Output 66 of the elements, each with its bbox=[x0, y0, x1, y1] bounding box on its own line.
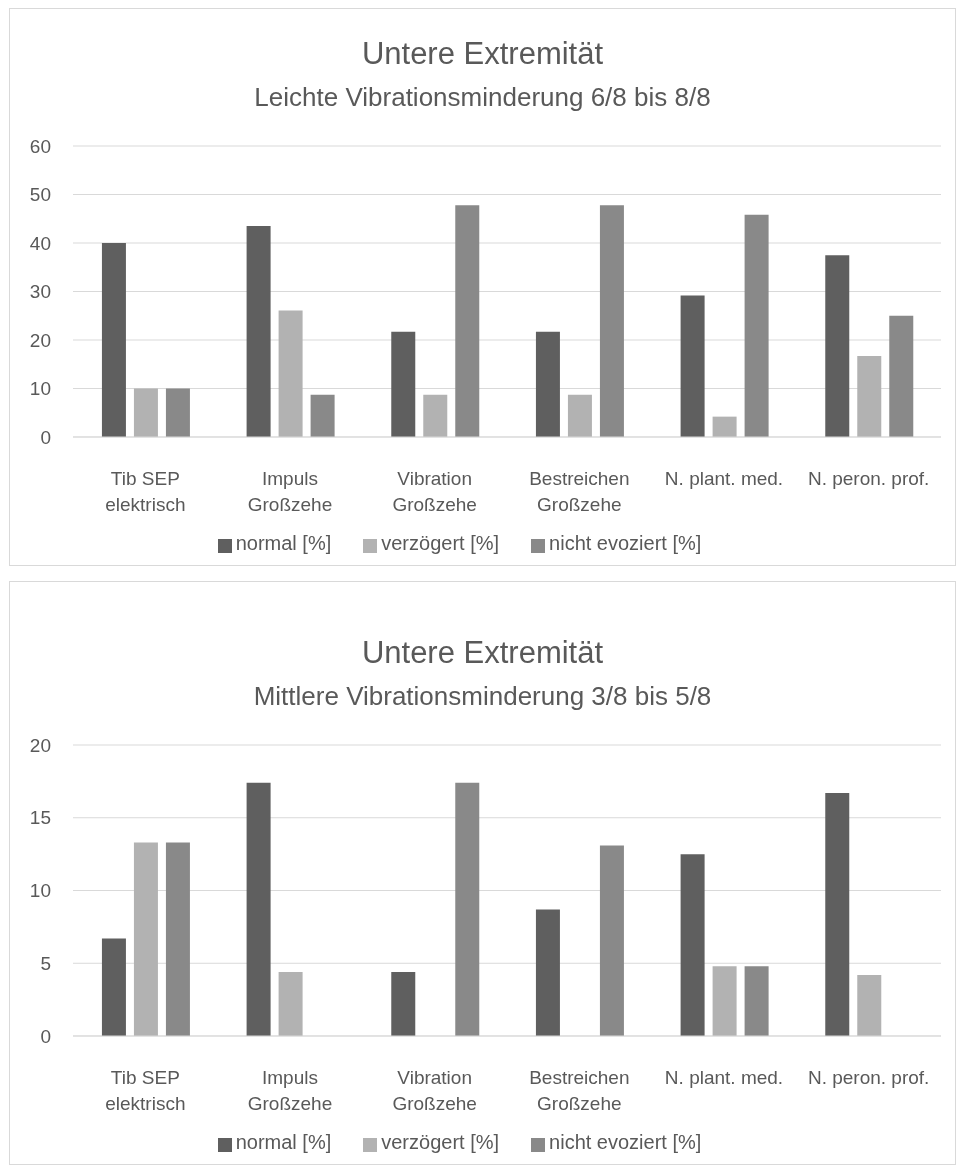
chart-title: Untere Extremität bbox=[360, 634, 605, 672]
bar bbox=[535, 909, 560, 1036]
bar bbox=[712, 966, 737, 1036]
x-tick-label: Vibration Großzehe bbox=[392, 468, 477, 515]
bar bbox=[246, 782, 271, 1036]
x-tick-label: N. peron. prof. bbox=[807, 1067, 930, 1088]
bar bbox=[133, 842, 158, 1036]
bar bbox=[246, 226, 271, 437]
bar bbox=[825, 255, 850, 437]
bar bbox=[825, 793, 850, 1036]
bar bbox=[857, 974, 882, 1036]
x-tick-label: Tib SEP elektrisch bbox=[105, 468, 186, 515]
x-tick-label: Impuls Großzehe bbox=[247, 1067, 333, 1114]
x-tick-label: Bestreichen Großzehe bbox=[529, 1067, 630, 1114]
bar bbox=[744, 966, 769, 1036]
bar bbox=[599, 205, 624, 437]
legend-label: nicht evoziert [%] bbox=[549, 532, 702, 554]
bar bbox=[857, 356, 882, 437]
legend-label: normal [%] bbox=[235, 532, 332, 554]
legend-label: normal [%] bbox=[235, 1131, 332, 1153]
x-tick-label: N. plant. med. bbox=[664, 468, 784, 489]
bar bbox=[391, 971, 416, 1036]
bar bbox=[889, 315, 914, 437]
y-tick-label: 0 bbox=[40, 1025, 51, 1047]
legend-label: verzögert [%] bbox=[381, 1131, 500, 1153]
chart-title: Untere Extremität bbox=[360, 35, 605, 73]
bar bbox=[599, 845, 624, 1036]
bar bbox=[101, 243, 126, 437]
y-tick-label: 0 bbox=[40, 426, 51, 448]
bar bbox=[680, 295, 705, 437]
chart-subtitle: Leichte Vibrationsminderung 6/8 bis 8/8 bbox=[253, 81, 712, 114]
bar bbox=[455, 205, 480, 437]
bar bbox=[744, 214, 769, 437]
y-tick-label: 5 bbox=[40, 952, 51, 974]
x-tick-label: N. peron. prof. bbox=[807, 468, 930, 489]
y-tick-label: 40 bbox=[29, 232, 51, 254]
bar bbox=[455, 782, 480, 1036]
x-tick-label: N. plant. med. bbox=[664, 1067, 784, 1088]
bar bbox=[165, 388, 190, 437]
bar bbox=[567, 394, 592, 437]
x-tick-label: Bestreichen Großzehe bbox=[529, 468, 630, 515]
bar bbox=[278, 310, 303, 437]
bar bbox=[165, 842, 190, 1036]
legend-label: verzögert [%] bbox=[381, 532, 500, 554]
chart-subtitle: Mittlere Vibrationsminderung 3/8 bis 5/8 bbox=[252, 680, 713, 713]
legend-label: nicht evoziert [%] bbox=[549, 1131, 702, 1153]
y-tick-label: 30 bbox=[29, 281, 51, 303]
bar bbox=[391, 331, 416, 437]
y-tick-label: 20 bbox=[29, 329, 51, 351]
bar bbox=[712, 416, 737, 437]
y-tick-label: 10 bbox=[29, 378, 51, 400]
bar bbox=[680, 854, 705, 1036]
bar bbox=[310, 394, 335, 437]
x-tick-label: Vibration Großzehe bbox=[392, 1067, 477, 1114]
bar bbox=[101, 938, 126, 1036]
y-tick-label: 10 bbox=[29, 880, 51, 902]
y-tick-label: 20 bbox=[29, 734, 51, 756]
y-tick-label: 50 bbox=[29, 184, 51, 206]
bar bbox=[278, 971, 303, 1036]
bar bbox=[423, 394, 448, 437]
bar bbox=[133, 388, 158, 437]
x-tick-label: Tib SEP elektrisch bbox=[105, 1067, 186, 1114]
x-tick-label: Impuls Großzehe bbox=[247, 468, 333, 515]
bar bbox=[535, 331, 560, 437]
y-tick-label: 15 bbox=[29, 807, 51, 829]
y-tick-label: 60 bbox=[29, 135, 51, 157]
